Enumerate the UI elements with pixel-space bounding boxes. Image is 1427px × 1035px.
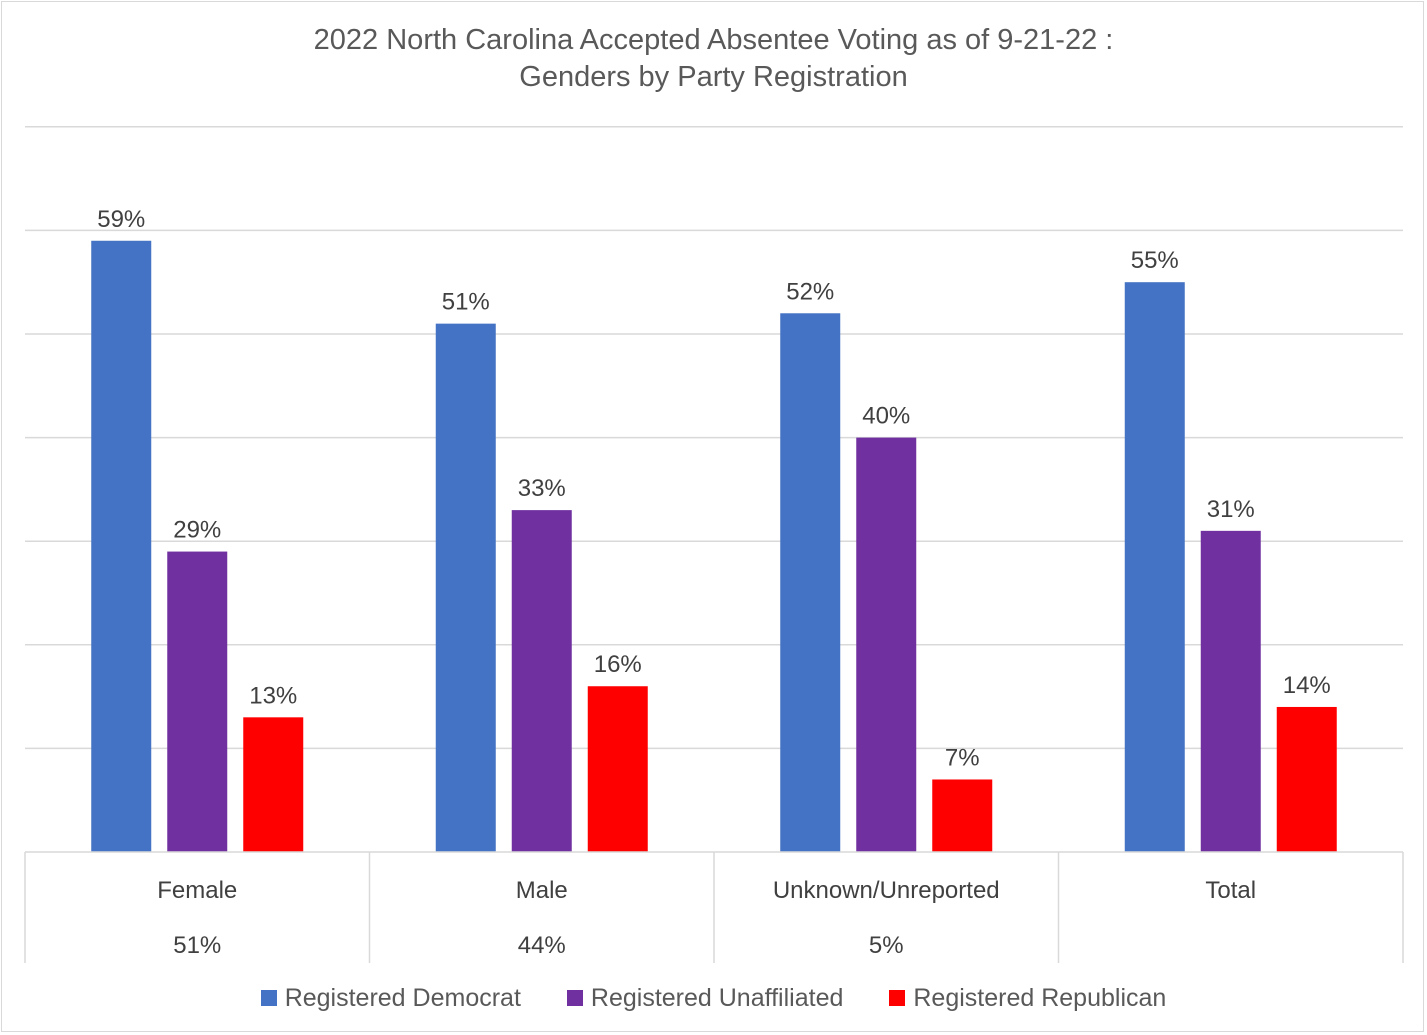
data-label-unknown-unreported-series-3: 7%	[945, 744, 980, 771]
data-label-female-series-1: 59%	[97, 206, 145, 233]
legend-swatch-democrat	[260, 990, 277, 1006]
category-share-female: 51%	[173, 932, 221, 959]
chart-legend: Registered Democrat Registered Unaffilia…	[0, 980, 1427, 1016]
chart-title-line-2: Genders by Party Registration	[519, 61, 908, 93]
data-label-total-series-1: 55%	[1131, 247, 1179, 274]
data-label-unknown-unreported-series-1: 52%	[786, 278, 834, 305]
bar-male-series-3	[587, 686, 648, 852]
bar-male-series-2	[511, 510, 572, 852]
category-label-total: Total	[1205, 877, 1256, 904]
legend-item-democrat: Registered Democrat	[260, 983, 521, 1013]
category-share-unknown-unreported: 5%	[869, 932, 904, 959]
data-label-male-series-2: 33%	[518, 475, 566, 502]
chart-title: 2022 North Carolina Accepted Absentee Vo…	[0, 22, 1427, 96]
bar-female-series-1	[91, 240, 152, 852]
data-label-total-series-2: 31%	[1207, 496, 1255, 523]
legend-label-democrat: Registered Democrat	[284, 983, 521, 1012]
bar-male-series-1	[435, 323, 496, 852]
bar-total-series-2	[1200, 530, 1261, 852]
legend-label-republican: Registered Republican	[913, 983, 1167, 1012]
category-label-male: Male	[516, 877, 568, 904]
category-label-female: Female	[157, 877, 237, 904]
category-label-unknown-unreported: Unknown/Unreported	[773, 877, 1000, 904]
legend-item-unaffiliated: Registered Unaffiliated	[566, 983, 844, 1013]
bar-female-series-2	[167, 551, 228, 852]
category-share-male: 44%	[518, 932, 566, 959]
data-label-female-series-3: 13%	[249, 682, 297, 709]
chart-title-line-1: 2022 North Carolina Accepted Absentee Vo…	[313, 24, 1114, 56]
bar-unknown-unreported-series-1	[780, 313, 841, 852]
bar-unknown-unreported-series-2	[856, 437, 917, 852]
bar-unknown-unreported-series-3	[932, 779, 993, 852]
bar-total-series-3	[1276, 706, 1337, 852]
bar-total-series-1	[1124, 282, 1185, 852]
legend-item-republican: Registered Republican	[889, 984, 1166, 1013]
bar-female-series-3	[243, 717, 304, 852]
data-label-unknown-unreported-series-2: 40%	[862, 403, 910, 430]
legend-swatch-republican	[889, 990, 906, 1006]
legend-label-unaffiliated: Registered Unaffiliated	[590, 983, 844, 1012]
legend-swatch-unaffiliated	[566, 990, 583, 1006]
data-label-male-series-3: 16%	[594, 651, 642, 678]
data-label-total-series-3: 14%	[1283, 672, 1331, 699]
data-label-male-series-1: 51%	[442, 289, 490, 316]
data-label-female-series-2: 29%	[173, 517, 221, 544]
